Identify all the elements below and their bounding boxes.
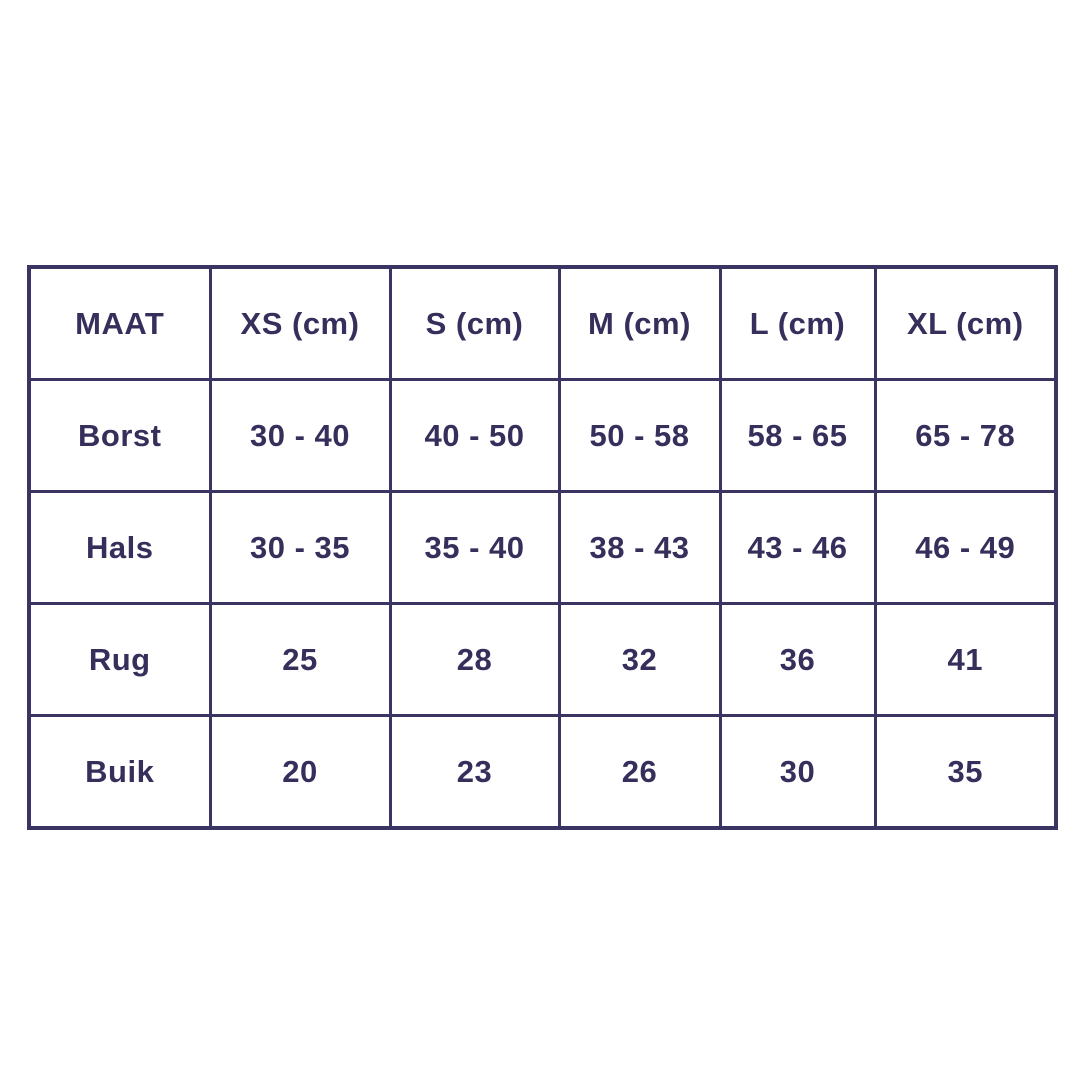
row-label-buik: Buik [27, 714, 212, 830]
table-cell: 25 [208, 602, 392, 717]
table-cell: 35 - 40 [388, 490, 561, 605]
table-cell: 32 [557, 602, 722, 717]
table-row-hals: Hals 30 - 35 35 - 40 38 - 43 43 - 46 46 … [27, 490, 1058, 605]
size-chart-table: MAAT XS (cm) S (cm) M (cm) L (cm) XL (cm… [27, 265, 1058, 830]
table-cell: 40 - 50 [388, 378, 561, 493]
table-cell: 41 [873, 602, 1058, 717]
row-label-borst: Borst [27, 378, 212, 493]
table-row-buik: Buik 20 23 26 30 35 [27, 714, 1058, 830]
table-cell: 46 - 49 [873, 490, 1058, 605]
column-header-s: S (cm) [388, 265, 561, 381]
table-cell: 30 - 40 [208, 378, 392, 493]
table-cell: 38 - 43 [557, 490, 722, 605]
table-cell: 36 [718, 602, 877, 717]
row-label-hals: Hals [27, 490, 212, 605]
table-cell: 65 - 78 [873, 378, 1058, 493]
column-header-xs: XS (cm) [208, 265, 392, 381]
table-row-rug: Rug 25 28 32 36 41 [27, 602, 1058, 717]
table-cell: 23 [388, 714, 561, 830]
table-cell: 30 [718, 714, 877, 830]
table-cell: 26 [557, 714, 722, 830]
row-label-rug: Rug [27, 602, 212, 717]
table-row-borst: Borst 30 - 40 40 - 50 50 - 58 58 - 65 65… [27, 378, 1058, 493]
table-cell: 58 - 65 [718, 378, 877, 493]
column-header-m: M (cm) [557, 265, 722, 381]
table-cell: 20 [208, 714, 392, 830]
table-cell: 43 - 46 [718, 490, 877, 605]
column-header-xl: XL (cm) [873, 265, 1058, 381]
table-cell: 50 - 58 [557, 378, 722, 493]
table-cell: 30 - 35 [208, 490, 392, 605]
column-header-l: L (cm) [718, 265, 877, 381]
table-cell: 35 [873, 714, 1058, 830]
table-cell: 28 [388, 602, 561, 717]
column-header-maat: MAAT [27, 265, 212, 381]
header-row: MAAT XS (cm) S (cm) M (cm) L (cm) XL (cm… [27, 265, 1058, 381]
